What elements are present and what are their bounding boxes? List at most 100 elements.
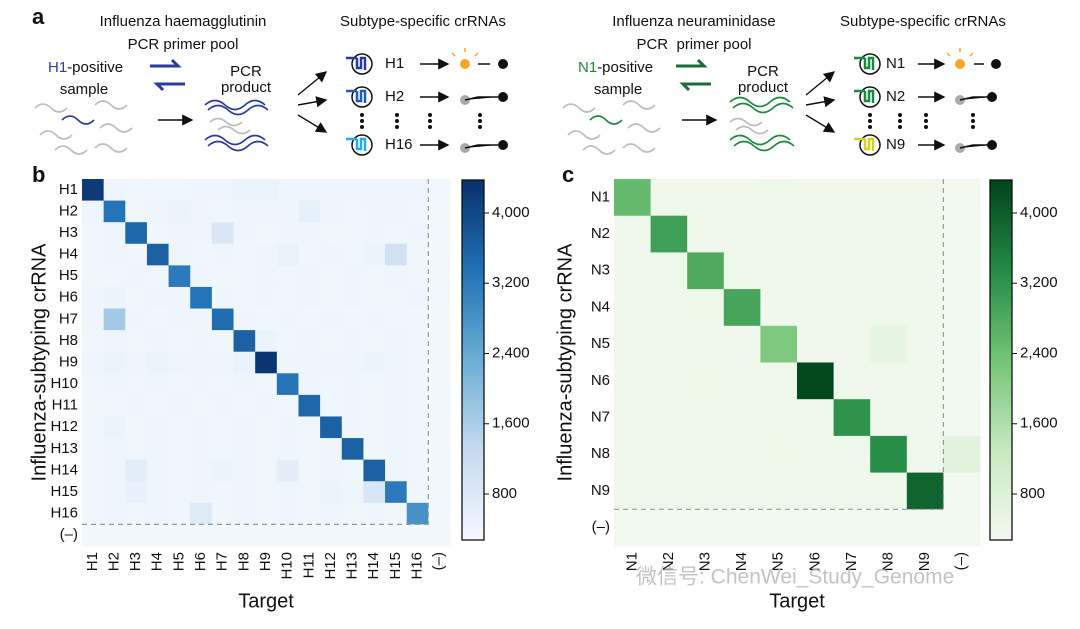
heatmap-cell (255, 222, 278, 245)
x-axis-title: Target (238, 590, 294, 612)
heatmap-cell (687, 509, 725, 547)
heatmap-cell (906, 215, 944, 253)
colorbar-tick-label: 1,600 (492, 415, 530, 432)
heatmap-cell (906, 362, 944, 400)
x-tick-label: H5 (170, 552, 187, 571)
heatmap-cell (320, 502, 343, 525)
primer-text: PCR primer pool (636, 36, 751, 53)
heatmap-cell (146, 265, 170, 288)
y-tick-label: H4 (59, 246, 78, 263)
heatmap-cell (190, 394, 213, 417)
heatmap-cell (233, 330, 256, 353)
x-tick-label: H7 (214, 552, 231, 571)
x-tick-label: H13 (344, 552, 361, 580)
y-axis-title: Influenza-subtyping crRNA (28, 243, 50, 482)
heatmap-cell (833, 472, 871, 510)
x-tick-label: H8 (235, 552, 252, 571)
y-tick-label: N3 (591, 262, 610, 279)
heatmap-cell (298, 351, 321, 374)
heatmap-cell (103, 265, 126, 288)
heatmap-cell (760, 252, 798, 290)
x-tick-label: H15 (387, 552, 404, 580)
heatmap-cell (406, 222, 429, 245)
heatmap-cell (125, 416, 148, 439)
heatmap-cell (363, 308, 386, 331)
heatmap-cell (82, 394, 105, 417)
heatmap-cell (168, 330, 191, 353)
heatmap-cell (723, 509, 761, 547)
heatmap-cell (190, 243, 213, 266)
arrow (805, 71, 836, 96)
heatmap-cell (406, 351, 429, 374)
heatmap-cell (650, 509, 688, 547)
heatmap-cell (276, 222, 299, 245)
heatmap-cell (760, 435, 798, 474)
heatmap-cell (276, 481, 299, 504)
x-tick-label: H12 (322, 552, 339, 580)
y-tick-label: (–) (60, 526, 78, 543)
heatmap-cell (341, 200, 364, 223)
x-tick-label: H4 (149, 552, 166, 571)
y-tick-label: H11 (52, 397, 78, 414)
heatmap-cell (211, 330, 235, 353)
heatmap-cell (341, 373, 364, 396)
x-tick-label: N4 (733, 552, 750, 571)
heatmap-cell (363, 222, 386, 245)
crrna-label: N1 (886, 55, 905, 72)
heatmap-cell (168, 308, 191, 331)
heatmap-cell (614, 289, 652, 327)
heatmap-cell (255, 481, 278, 504)
heatmap-cell (723, 179, 761, 217)
heatmap-cell (298, 222, 321, 245)
heatmap-cell (168, 481, 191, 504)
y-tick-label: H1 (59, 181, 78, 198)
heatmap-cell (190, 351, 213, 374)
colorbar-tick-label: 3,200 (1020, 274, 1058, 291)
heatmap-cell (103, 373, 126, 396)
heatmap-cell (341, 502, 364, 525)
heatmap-cell (385, 394, 408, 417)
product-waves (729, 96, 795, 152)
heatmap-cell (82, 265, 105, 288)
heatmap-cell (125, 524, 148, 547)
heatmap-cell (190, 373, 213, 396)
heatmap-cell (276, 394, 299, 417)
y-tick-label: N5 (591, 335, 610, 352)
heatmap-cell (687, 362, 725, 400)
x-tick-label: N8 (879, 552, 896, 571)
heatmap-cell (614, 252, 652, 290)
heatmap-cell (168, 416, 191, 439)
x-tick-label: H16 (408, 552, 425, 580)
heatmap-cell (906, 472, 944, 510)
heatmap-cell (320, 459, 343, 482)
heatmap-cell (797, 289, 835, 327)
heatmap-cell (276, 286, 299, 310)
primer-arrow (679, 82, 711, 92)
heatmap-cell (385, 524, 408, 547)
primer-text: Influenza haemagglutinin (100, 13, 267, 30)
heatmap-cell (385, 438, 408, 461)
heatmap-cell (190, 481, 213, 504)
x-tick-label: N7 (843, 552, 860, 571)
heatmap-cell (870, 252, 908, 290)
heatmap-cell (211, 179, 235, 202)
heatmap-cell (125, 502, 148, 525)
colorbar (989, 179, 1013, 541)
heatmap-cell (428, 459, 451, 482)
heatmap-cell (125, 351, 148, 374)
heatmap-cell (298, 524, 321, 547)
heatmap-cell (82, 222, 105, 245)
separator (82, 179, 429, 526)
heatmap-cell (385, 330, 408, 353)
heatmap-cell (276, 351, 299, 374)
y-tick-label: N6 (591, 372, 610, 389)
heatmap-cell (233, 286, 256, 310)
x-tick-label: H11 (300, 552, 317, 578)
crrna-title: Subtype-specific crRNAs (340, 13, 506, 30)
heatmap-cell (146, 481, 170, 504)
heatmap-cell (255, 459, 278, 482)
x-tick-label: H10 (279, 552, 296, 580)
heatmap-cell (190, 330, 213, 353)
heatmap-cell (406, 459, 429, 482)
separator (614, 179, 944, 510)
